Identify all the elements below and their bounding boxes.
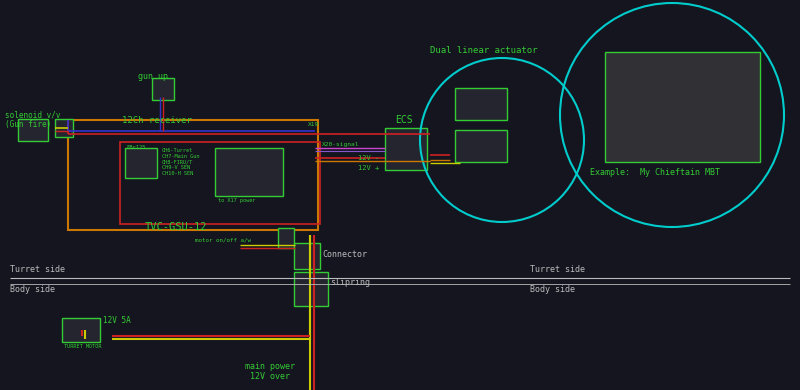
Text: solenoid v/v
(Gun fire): solenoid v/v (Gun fire) [5,110,61,129]
Bar [215,148,283,196]
Text: 12V 5A: 12V 5A [103,316,130,325]
Text: Dual linear actuator: Dual linear actuator [430,46,538,55]
Bar [68,120,318,230]
Bar [605,52,760,162]
Text: Turret side: Turret side [530,265,585,274]
Text: 12V +: 12V + [358,165,379,171]
Text: TURRET MOTOR: TURRET MOTOR [64,344,102,349]
Text: Example:  My Chieftain MBT: Example: My Chieftain MBT [590,168,720,177]
Text: X20-signal: X20-signal [322,142,359,147]
Bar [120,142,320,224]
Bar [18,119,48,141]
Text: Turret side: Turret side [10,265,65,274]
Text: Connector: Connector [322,250,367,259]
Bar [294,272,328,306]
Text: CH6-Turret
CH7-Main Gun
CH8-FIRU/T
CH9-V SEN
CH10-H SEN: CH6-Turret CH7-Main Gun CH8-FIRU/T CH9-V… [162,148,199,176]
Text: TVC-GSU-12: TVC-GSU-12 [145,222,207,232]
Text: Body side: Body side [530,285,575,294]
Text: 12V -: 12V - [358,155,379,161]
Text: X19: X19 [308,122,319,127]
Text: gun up: gun up [138,72,168,81]
Bar [455,130,507,162]
Bar [125,148,157,178]
Text: FBr125: FBr125 [126,145,146,150]
Text: 12Ch receiver: 12Ch receiver [122,116,192,125]
Bar [55,119,73,137]
Bar [455,88,507,120]
Bar [294,243,320,269]
Text: to X17 power: to X17 power [218,198,255,203]
Text: ECS: ECS [395,115,413,125]
Text: slipring: slipring [330,278,370,287]
Bar [62,318,100,342]
Bar [385,128,427,170]
Bar [278,228,294,248]
Text: Body side: Body side [10,285,55,294]
Text: main power
12V over: main power 12V over [245,362,295,381]
Bar [152,78,174,100]
Text: motor on/off a/w: motor on/off a/w [195,238,251,243]
